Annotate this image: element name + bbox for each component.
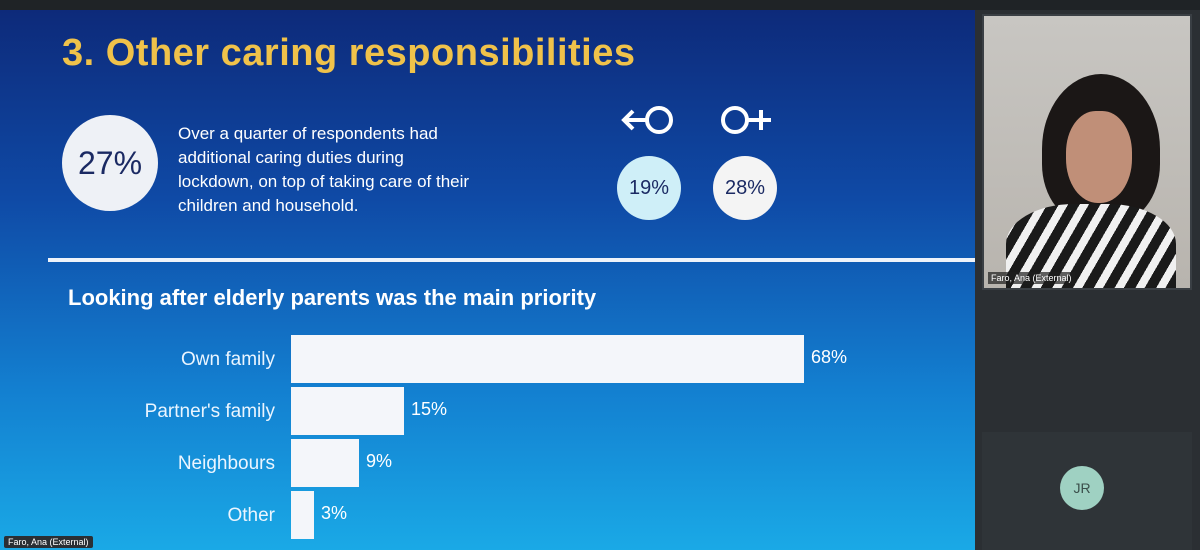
participant-tile-jr[interactable]: JR	[982, 432, 1192, 550]
bar-row: Own family 68%	[0, 335, 975, 385]
bar-category-label: Other	[227, 505, 275, 526]
bar-row: Other 3%	[0, 491, 975, 541]
bar	[291, 439, 359, 487]
bar-value-label: 68%	[811, 347, 848, 367]
bar-value-label: 9%	[366, 451, 393, 471]
video-participant-name: Faro, Ana (External)	[988, 272, 1075, 284]
bar-chart: Own family 68% Partner's family 15% Neighbou…	[0, 335, 975, 550]
female-symbol-icon	[713, 102, 777, 142]
female-stat: 28%	[713, 102, 777, 220]
male-percentage-circle: 19%	[617, 156, 681, 220]
bar-category-label: Neighbours	[177, 453, 275, 474]
bar-category-label: Partner's family	[144, 401, 275, 422]
bar-row: Partner's family 15%	[0, 387, 975, 437]
participant-face	[1066, 111, 1132, 203]
avatar-initials: JR	[1073, 480, 1091, 496]
intro-text: Over a quarter of respondents had additi…	[178, 124, 470, 215]
bar	[291, 387, 404, 435]
participant-video-tile[interactable]: Faro, Ana (External)	[982, 14, 1192, 290]
bar-value-label: 3%	[321, 503, 348, 523]
bar	[291, 335, 804, 383]
bar	[291, 491, 314, 539]
slide-title: 3. Other caring responsibilities	[62, 32, 636, 74]
chart-subtitle: Looking after elderly parents was the ma…	[68, 285, 597, 310]
section-divider	[48, 258, 975, 262]
headline-stat: 27%	[77, 144, 143, 181]
female-percentage: 28%	[724, 176, 766, 199]
bar-row: Neighbours 9%	[0, 439, 975, 489]
male-stat: 19%	[617, 102, 681, 220]
male-symbol-icon	[617, 102, 681, 142]
presenter-name-tag: Faro, Ana (External)	[4, 536, 93, 548]
male-percentage: 19%	[628, 176, 670, 199]
screen-bezel	[0, 0, 1200, 10]
bar-category-label: Own family	[181, 349, 275, 370]
bar-value-label: 15%	[411, 399, 448, 419]
headline-stat-circle: 27%	[62, 115, 158, 211]
shared-slide: 3. Other caring responsibilities 27% Ove…	[0, 10, 975, 550]
avatar-jr: JR	[1060, 466, 1104, 510]
female-percentage-circle: 28%	[713, 156, 777, 220]
